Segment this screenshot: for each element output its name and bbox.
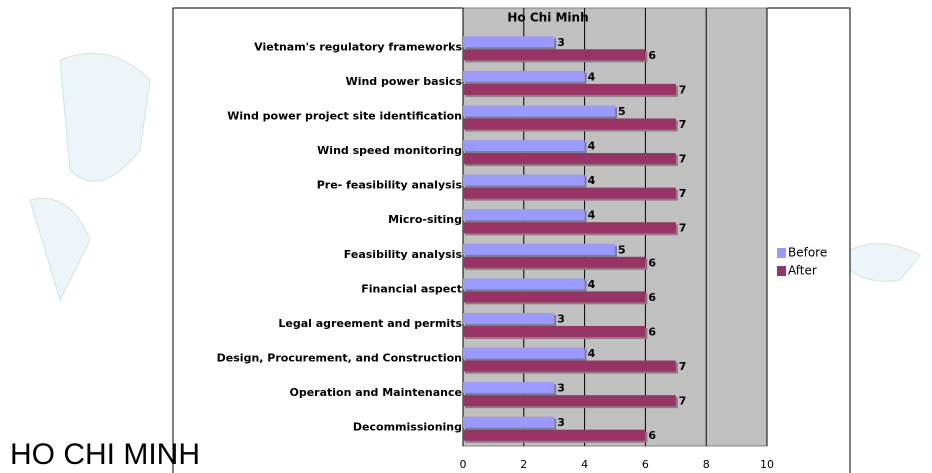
data-label: 4 xyxy=(588,70,596,83)
bar xyxy=(463,347,585,359)
bar xyxy=(463,49,646,61)
data-label: 5 xyxy=(618,105,626,118)
data-label: 7 xyxy=(679,118,687,131)
x-tick-label: 10 xyxy=(760,458,774,471)
data-label: 7 xyxy=(679,360,687,373)
data-label: 6 xyxy=(648,49,656,62)
y-tick-label: Design, Procurement, and Construction xyxy=(217,352,462,365)
slide-title: HO CHI MINH xyxy=(10,438,200,471)
data-label: 3 xyxy=(557,416,565,429)
map-decoration xyxy=(849,243,921,282)
bar xyxy=(463,187,676,199)
y-tick-label: Wind power basics xyxy=(346,75,463,88)
bar xyxy=(463,36,555,48)
bar xyxy=(463,140,585,152)
bar xyxy=(463,222,676,234)
x-tick-label: 4 xyxy=(581,458,588,471)
map-decoration xyxy=(29,52,151,302)
data-label: 7 xyxy=(679,395,687,408)
data-label: 4 xyxy=(588,347,596,360)
legend-label: Before xyxy=(788,246,827,260)
legend-swatch xyxy=(777,266,786,276)
chart-title: Ho Chi Minh xyxy=(507,11,588,25)
y-tick-label: Decommissioning xyxy=(353,421,462,434)
y-tick-label: Wind speed monitoring xyxy=(317,144,462,157)
data-label: 7 xyxy=(679,187,687,200)
y-tick-label: Micro-siting xyxy=(388,213,462,226)
bar xyxy=(463,105,615,117)
y-tick-label: Wind power project site identification xyxy=(227,109,462,122)
y-tick-label: Legal agreement and permits xyxy=(278,317,462,330)
bar xyxy=(463,395,676,407)
bar xyxy=(463,312,555,324)
bar xyxy=(463,382,555,394)
x-tick-label: 2 xyxy=(520,458,527,471)
data-label: 4 xyxy=(588,278,596,291)
bar xyxy=(463,83,676,95)
bar xyxy=(463,291,646,303)
data-label: 4 xyxy=(588,140,596,153)
data-label: 3 xyxy=(557,312,565,325)
data-label: 7 xyxy=(679,153,687,166)
bar xyxy=(463,70,585,82)
x-tick-label: 6 xyxy=(642,458,649,471)
bar xyxy=(463,429,646,441)
data-label: 3 xyxy=(557,36,565,49)
data-label: 3 xyxy=(557,382,565,395)
bar xyxy=(463,153,676,165)
bar xyxy=(463,243,615,255)
bar xyxy=(463,174,585,186)
bar xyxy=(463,416,555,428)
x-tick-label: 8 xyxy=(703,458,710,471)
data-label: 4 xyxy=(588,209,596,222)
bar xyxy=(463,118,676,130)
y-tick-label: Feasibility analysis xyxy=(344,248,463,261)
y-tick-label: Pre- feasibility analysis xyxy=(317,179,463,192)
y-tick-label: Vietnam's regulatory frameworks xyxy=(254,40,462,53)
y-tick-label: Financial aspect xyxy=(361,282,462,295)
data-label: 5 xyxy=(618,243,626,256)
bar xyxy=(463,325,646,337)
bar xyxy=(463,360,676,372)
bar xyxy=(463,256,646,268)
data-label: 7 xyxy=(679,83,687,96)
bar xyxy=(463,278,585,290)
data-label: 4 xyxy=(588,174,596,187)
data-label: 6 xyxy=(648,256,656,269)
y-tick-label: Operation and Maintenance xyxy=(290,386,463,399)
data-label: 6 xyxy=(648,429,656,442)
x-tick-label: 0 xyxy=(460,458,467,471)
data-label: 6 xyxy=(648,291,656,304)
legend-swatch xyxy=(777,248,786,258)
data-label: 7 xyxy=(679,222,687,235)
data-label: 6 xyxy=(648,325,656,338)
legend-label: After xyxy=(788,264,817,278)
bar xyxy=(463,209,585,221)
